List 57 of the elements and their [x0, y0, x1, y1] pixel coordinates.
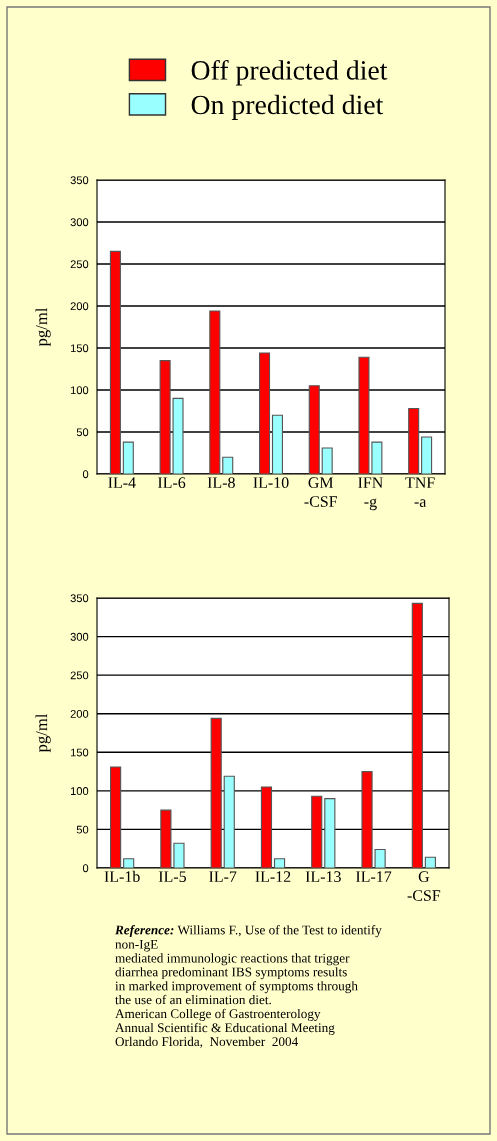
x-tick-label: IL-10	[253, 477, 289, 489]
bar	[222, 456, 234, 474]
x-tick-label: TNF -a	[405, 477, 435, 507]
legend-label: On predicted diet	[191, 94, 384, 120]
y-tick-label: 0	[82, 864, 89, 873]
bar	[324, 798, 336, 868]
bar	[308, 385, 320, 474]
x-tick-label: IL-1b	[104, 870, 140, 883]
bar	[110, 766, 122, 868]
x-tick-label: IL-8	[207, 477, 235, 489]
y-tick-label: 250	[70, 671, 89, 680]
text: Williams F., Use of the Test to identify	[177, 925, 382, 938]
y-tick-label: 150	[70, 748, 89, 757]
y-tick-label: 250	[70, 260, 89, 269]
y-tick-label: 200	[70, 302, 89, 311]
bar	[260, 786, 273, 868]
x-tick-label: IL-5	[158, 871, 186, 883]
text: Reference:	[114, 925, 174, 938]
bar	[210, 717, 222, 868]
y-axis-title: pg/ml	[35, 713, 51, 753]
legend-label: Off predicted diet	[191, 59, 388, 86]
x-tick-label: GM -CSF	[304, 477, 338, 507]
y-tick-label: 0	[82, 470, 89, 479]
y-tick-label: 350	[70, 594, 89, 603]
bar	[408, 407, 420, 474]
y-tick-label: 50	[76, 428, 89, 437]
y-tick-label: 300	[70, 632, 89, 641]
text: non-IgE mediated immunologic reactions that trigger diarrhea predominant IBS symptoms results in marked improvement of symptoms through the use of an elimination diet. American College of Gastroenterology Annual Scientific & Educational Meeting Orlando Florida, November 2004	[115, 939, 358, 1048]
x-tick-label: IL-6	[157, 477, 186, 489]
bar	[223, 775, 235, 868]
bar	[421, 436, 433, 474]
x-tick-label: IL-17	[355, 871, 392, 882]
bar	[321, 447, 333, 474]
x-tick-label: IL-4	[108, 477, 136, 488]
x-tick-label: IFN -g	[358, 477, 383, 511]
y-tick-label: 100	[70, 386, 89, 395]
bar	[271, 414, 283, 474]
bar	[122, 441, 134, 474]
y-tick-label: 300	[70, 218, 89, 227]
x-tick-label: G -CSF	[407, 871, 441, 901]
bar	[123, 858, 135, 868]
y-tick-label: 50	[76, 825, 89, 834]
bar	[424, 856, 436, 868]
bar	[209, 310, 221, 474]
y-tick-label: 150	[70, 344, 89, 353]
x-tick-label: IL-13	[305, 871, 341, 883]
y-axis-title: pg/ml	[35, 307, 51, 347]
x-tick-label: IL-7	[209, 871, 237, 882]
y-tick-label: 200	[70, 709, 89, 718]
x-tick-label: IL-12	[255, 871, 291, 882]
bar	[273, 858, 286, 868]
bar	[109, 250, 121, 474]
bar	[311, 795, 323, 868]
bar	[259, 352, 271, 474]
y-tick-label: 100	[70, 787, 89, 795]
y-tick-label: 350	[70, 176, 89, 185]
bar	[411, 602, 423, 868]
